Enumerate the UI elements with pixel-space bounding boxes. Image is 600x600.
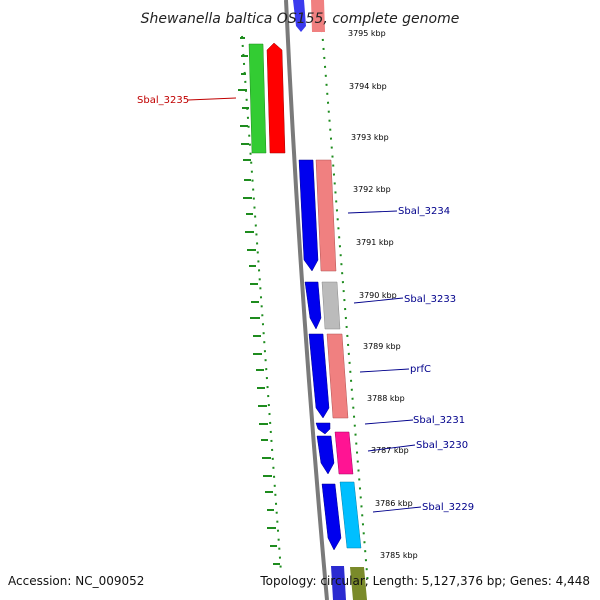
genome-backbone [284, 0, 329, 600]
tick-label: 3789 kbp [363, 342, 401, 351]
gene-label-sbal-3234[interactable]: Sbal_3234 [398, 206, 450, 217]
position-ticks: 3795 kbp 3794 kbp 3793 kbp 3792 kbp 3791… [348, 29, 418, 560]
tick-label: 3791 kbp [356, 238, 394, 247]
tick-label: 3794 kbp [349, 82, 387, 91]
reverse-strand-genes [248, 42, 286, 154]
gene-label-sbal-3229[interactable]: Sbal_3229 [422, 502, 474, 513]
gene-bottom-blue[interactable] [331, 566, 346, 600]
tick-label: 3786 kbp [375, 499, 413, 508]
topology-label: Topology: circular; Length: 5,127,376 bp… [260, 574, 590, 588]
gene-sbal-3230[interactable] [334, 431, 354, 475]
gene-green[interactable] [248, 43, 267, 154]
tick-label: 3785 kbp [380, 551, 418, 560]
gene-sbal-3234[interactable] [315, 159, 337, 272]
gene-blue-1[interactable] [298, 159, 319, 272]
gene-label-sbal-3230[interactable]: Sbal_3230 [416, 440, 468, 451]
gc-ticks [238, 37, 280, 565]
gene-blue-4[interactable] [321, 483, 342, 551]
accession-label: Accession: NC_009052 [8, 574, 145, 588]
gene-labels: Sbal_3235 Sbal_3234 Sbal_3233 prfC Sbal_… [137, 95, 474, 513]
tick-label: 3792 kbp [353, 185, 391, 194]
gene-label-sbal-3233[interactable]: Sbal_3233 [404, 294, 456, 305]
gene-label-prfc[interactable]: prfC [410, 364, 431, 375]
gene-prfc[interactable] [308, 333, 330, 419]
gene-top-blue[interactable] [293, 0, 306, 32]
tick-label: 3788 kbp [367, 394, 405, 403]
gene-label-sbal-3235[interactable]: Sbal_3235 [137, 95, 189, 106]
tick-label: 3790 kbp [359, 291, 397, 300]
label-leaders [187, 97, 422, 513]
tick-label: 3793 kbp [351, 133, 389, 142]
gene-blue-3[interactable] [316, 435, 335, 475]
gene-top-pink[interactable] [311, 0, 325, 32]
map-title: Shewanella baltica OS155, complete genom… [141, 11, 460, 27]
gene-sbal-3233[interactable] [321, 281, 341, 330]
gene-sbal-3231[interactable] [315, 422, 331, 435]
gene-bottom-olive[interactable] [350, 567, 367, 600]
gene-blue-2[interactable] [304, 281, 322, 330]
gene-pink-2[interactable] [326, 333, 349, 419]
tick-label: 3795 kbp [348, 29, 386, 38]
tick-label: 3787 kbp [371, 446, 409, 455]
gene-sbal-3235[interactable] [266, 42, 286, 154]
gene-label-sbal-3231[interactable]: Sbal_3231 [413, 415, 465, 426]
gene-sbal-3229[interactable] [339, 481, 362, 549]
forward-strand-genes [293, 0, 367, 600]
